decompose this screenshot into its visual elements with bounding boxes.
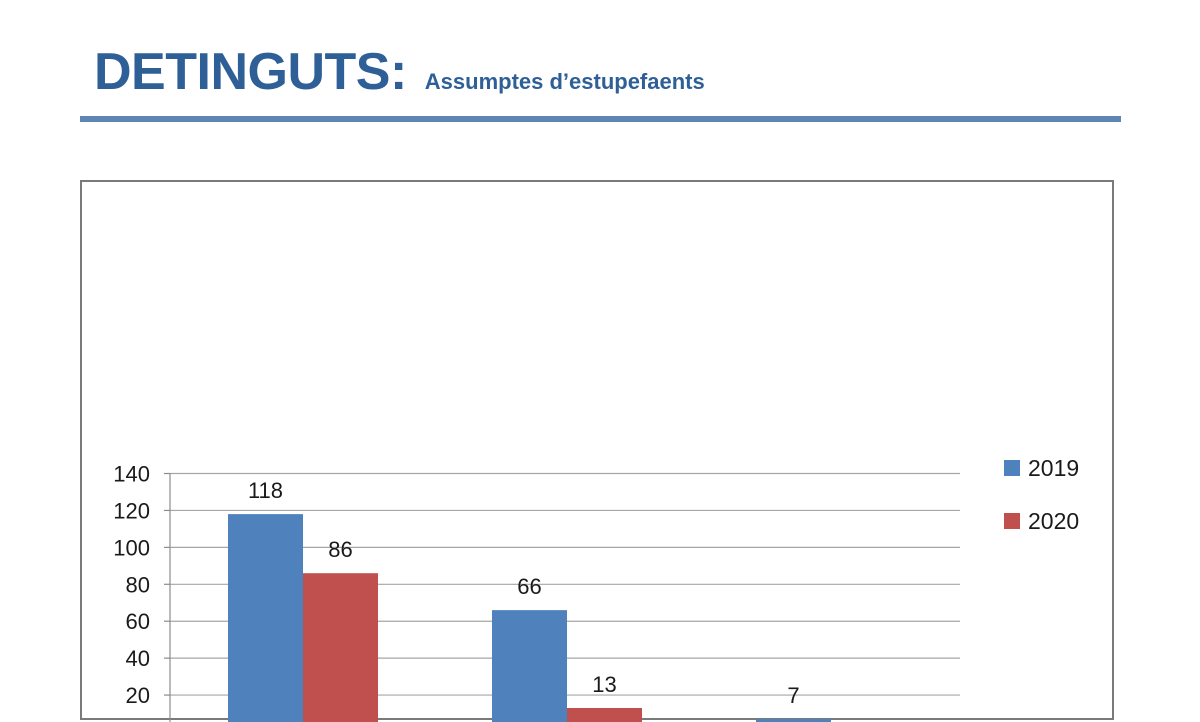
data-label: 118 <box>248 478 283 503</box>
y-tick-label: 60 <box>126 609 150 634</box>
legend-label-2020: 2020 <box>1028 508 1079 534</box>
legend-swatch-2019 <box>1004 460 1020 476</box>
chart-frame: 020406080100120140118667861320192020 <box>80 180 1114 722</box>
legend-swatch-2020 <box>1004 513 1020 529</box>
data-label: 86 <box>328 537 352 562</box>
bar-2019 <box>492 610 567 722</box>
header: DETINGUTS: Assumptes d’estupefaents <box>94 42 705 102</box>
bar-2020 <box>567 707 642 722</box>
data-label: 13 <box>592 672 616 697</box>
data-label: 7 <box>787 683 799 708</box>
y-tick-label: 40 <box>126 646 150 671</box>
bar-2019 <box>228 514 303 722</box>
y-tick-label: 100 <box>113 535 150 560</box>
y-tick-label: 20 <box>126 683 150 708</box>
title-divider <box>80 116 1121 122</box>
data-label: 66 <box>517 574 541 599</box>
page-title: DETINGUTS: <box>94 43 407 101</box>
y-tick-label: 140 <box>113 462 150 487</box>
page-subtitle: Assumptes d’estupefaents <box>424 69 705 94</box>
legend-label-2019: 2019 <box>1028 455 1079 481</box>
y-tick-label: 120 <box>113 498 150 523</box>
bar-chart: 020406080100120140118667861320192020 <box>113 455 1079 722</box>
bar-2020 <box>303 573 378 722</box>
y-tick-label: 80 <box>126 572 150 597</box>
